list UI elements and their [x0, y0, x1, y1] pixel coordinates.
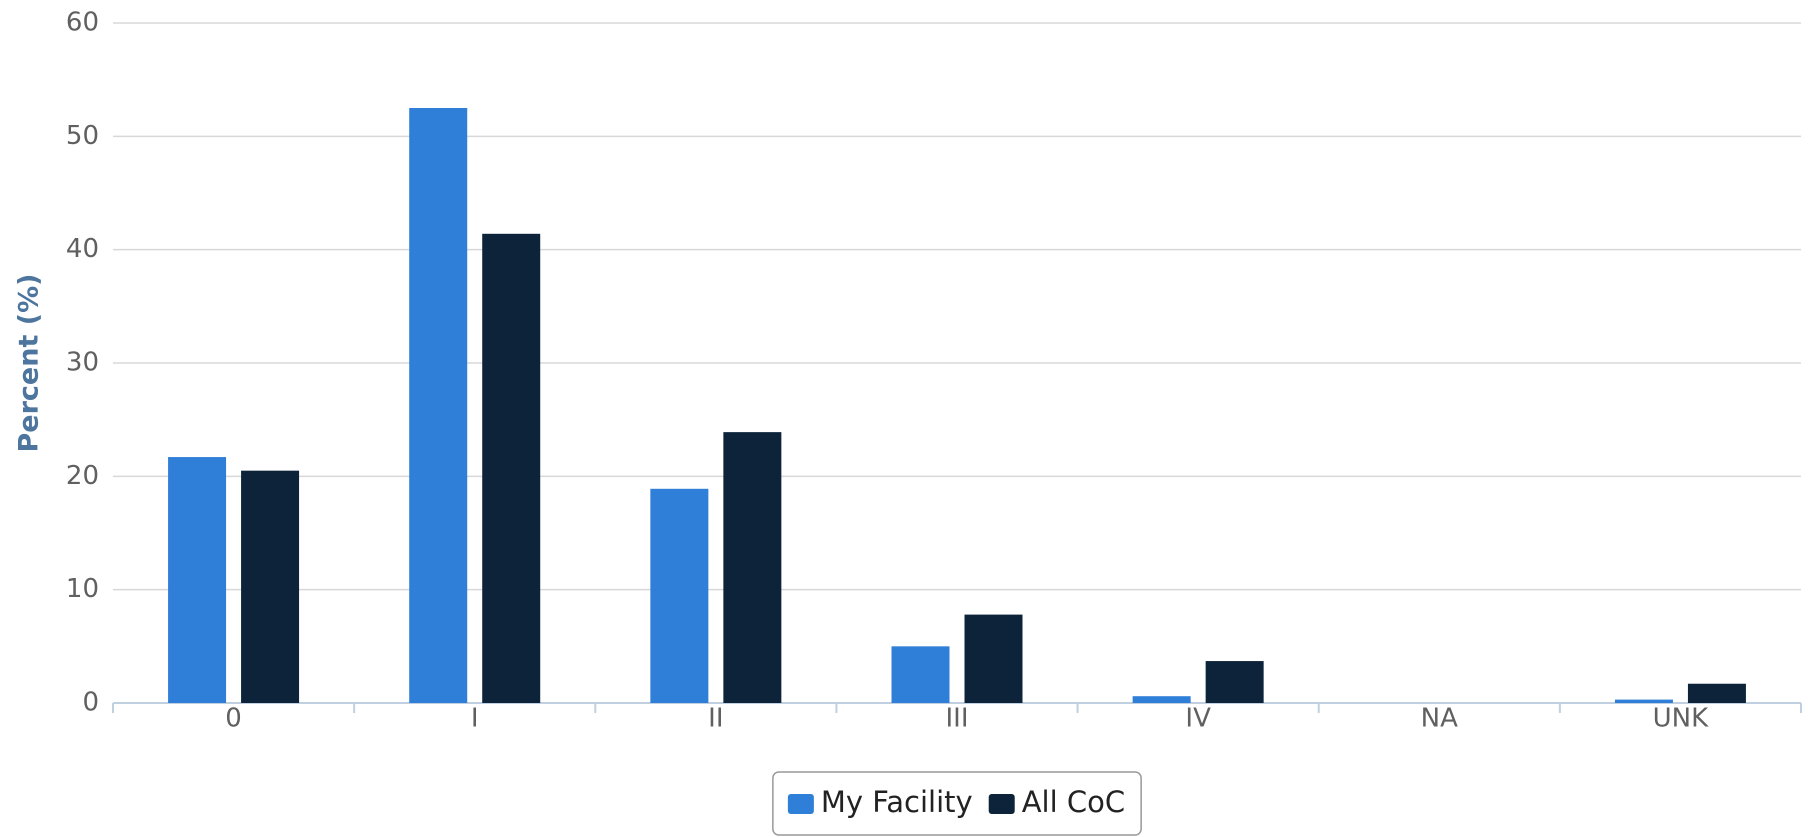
bar — [241, 470, 300, 703]
bar — [409, 108, 468, 703]
bar — [891, 646, 950, 703]
y-axis-title: Percent (%) — [14, 274, 45, 453]
legend: My Facility All CoC — [772, 771, 1142, 836]
bar — [1132, 696, 1191, 703]
y-tick-label: 50 — [66, 121, 99, 151]
bar — [482, 233, 541, 704]
x-tick-label: NA — [1421, 704, 1458, 734]
bar — [1205, 661, 1264, 703]
bar — [1687, 683, 1746, 703]
legend-swatch — [988, 794, 1015, 814]
legend-swatch — [787, 794, 814, 814]
bar — [723, 432, 782, 703]
bar — [964, 614, 1023, 703]
legend-label: All CoC — [1022, 785, 1125, 819]
x-tick-label: III — [945, 704, 968, 734]
bar — [650, 488, 709, 703]
y-tick-label: 0 — [82, 688, 99, 718]
legend-box — [772, 771, 1142, 836]
bar — [1614, 699, 1673, 703]
y-tick-label: 20 — [66, 461, 99, 491]
y-tick-label: 30 — [66, 348, 99, 378]
bar — [168, 457, 227, 703]
y-tick-label: 10 — [66, 574, 99, 604]
x-tick-label: UNK — [1653, 704, 1709, 734]
x-tick-label: IV — [1185, 704, 1211, 734]
y-tick-label: 60 — [66, 8, 99, 38]
x-tick-label: I — [471, 704, 479, 734]
legend-label: My Facility — [821, 785, 973, 819]
x-tick-label: II — [708, 704, 723, 734]
y-tick-label: 40 — [66, 234, 99, 264]
x-tick-label: 0 — [225, 704, 242, 734]
